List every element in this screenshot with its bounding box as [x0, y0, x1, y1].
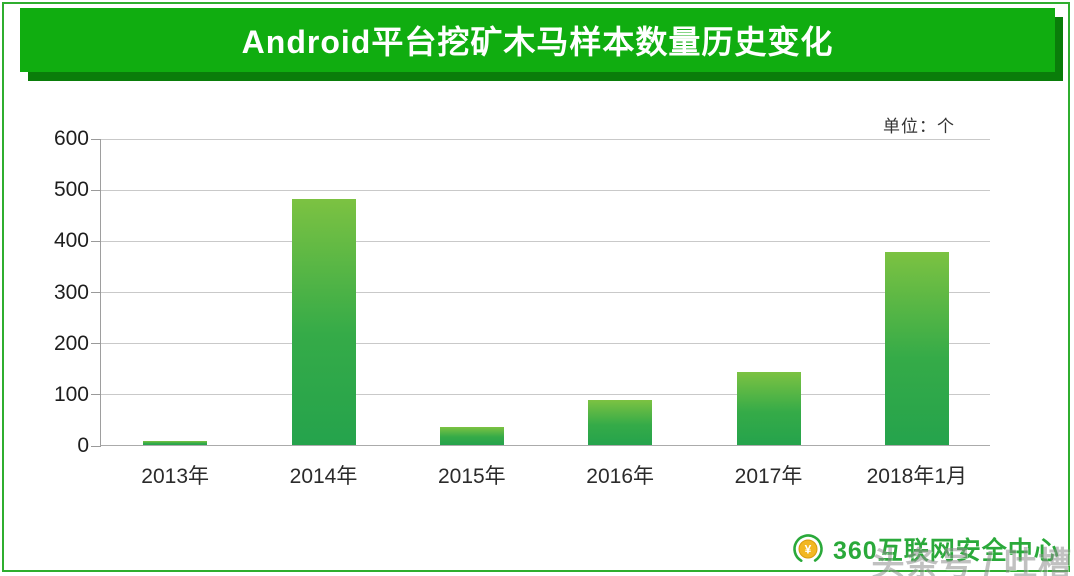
x-axis-label-2013年: 2013年 — [141, 465, 210, 488]
x-axis-label-2016年: 2016年 — [586, 465, 655, 488]
y-tick-600 — [91, 138, 101, 140]
gridline-400 — [101, 240, 990, 242]
y-tick-0 — [91, 445, 101, 447]
plot-area: 0 100 200 300 400 500 600 2013年 2014年 2015年 2016年 2… — [54, 127, 990, 488]
bar-2016年 — [588, 399, 653, 445]
y-axis-label-100: 100 — [53, 382, 89, 406]
gridline-500 — [101, 189, 990, 191]
y-axis-label-500: 500 — [53, 178, 89, 202]
page-title: Android平台挖矿木马样本数量历史变化 — [241, 24, 834, 60]
gridline-300 — [101, 292, 990, 293]
gridline-100 — [101, 394, 990, 396]
y-axis-label-200: 200 — [53, 331, 89, 355]
360-security-logo-icon: ¥ — [793, 534, 823, 564]
y-tick-100 — [91, 394, 101, 396]
y-axis-label-600: 600 — [53, 127, 89, 150]
x-axis-label-2017年: 2017年 — [734, 465, 803, 488]
x-axis-label-2014年: 2014年 — [289, 465, 358, 488]
y-axis-label-400: 400 — [53, 229, 89, 253]
bar-2017年 — [736, 371, 801, 445]
y-tick-200 — [91, 343, 101, 345]
x-axis-label-2018年1月: 2018年1月 — [866, 465, 968, 488]
footer-logo: ¥ 360互联网安全中心 — [792, 531, 1060, 567]
watermark: 头条号 / 吐槽 — [871, 545, 1072, 576]
unit-label: 单位：个 — [883, 117, 955, 136]
footer-logo-text: 360互联网安全中心 — [833, 537, 1060, 565]
title-banner: Android平台挖矿木马样本数量历史变化 — [20, 8, 1055, 72]
gridline-200 — [101, 343, 990, 345]
bar-2014年 — [291, 199, 356, 445]
svg-text:¥: ¥ — [805, 543, 812, 557]
gridline-600 — [101, 138, 990, 140]
y-tick-300 — [91, 292, 101, 293]
y-axis-label-300: 300 — [53, 280, 89, 304]
bar-2018年1月 — [884, 251, 949, 445]
y-axis-label-0: 0 — [77, 434, 89, 457]
y-tick-400 — [91, 240, 101, 242]
bar-2013年 — [143, 440, 208, 445]
y-tick-500 — [91, 189, 101, 191]
x-axis-label-2015年: 2015年 — [437, 465, 506, 488]
bar-2015年 — [439, 427, 504, 445]
